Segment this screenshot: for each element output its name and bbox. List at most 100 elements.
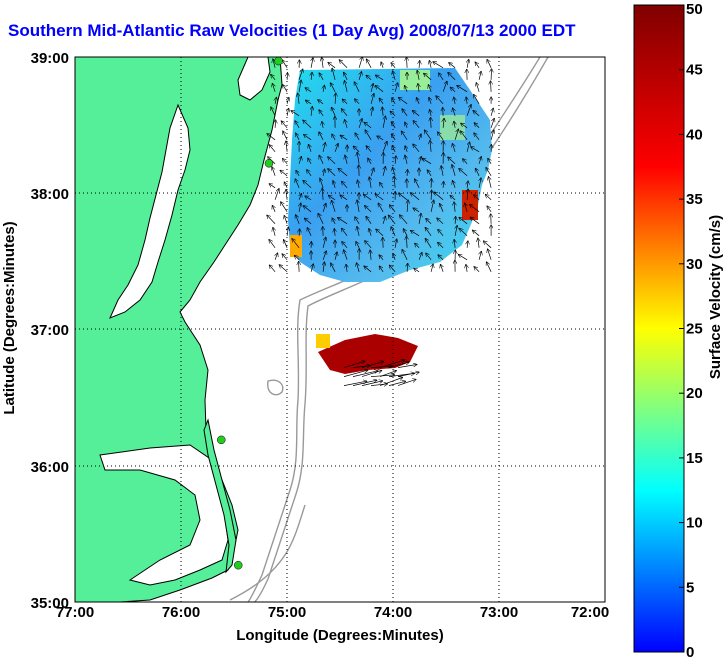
velocity-arrow <box>486 195 492 201</box>
velocity-arrow <box>376 75 384 81</box>
velocity-arrow <box>309 145 312 152</box>
station-marker <box>217 435 226 445</box>
velocity-arrow <box>466 105 471 116</box>
velocity-arrow <box>430 110 432 116</box>
velocity-arrow <box>405 155 407 164</box>
velocity-arrow <box>419 61 420 68</box>
x-tick-label: 77:00 <box>56 604 94 621</box>
velocity-arrow <box>343 381 367 386</box>
velocity-arrow <box>368 158 371 164</box>
velocity-arrow <box>426 253 432 261</box>
velocity-arrow <box>355 133 360 140</box>
velocity-arrow <box>379 378 403 386</box>
velocity-arrow <box>283 85 288 92</box>
y-tick-label: 35:00 <box>31 595 69 612</box>
velocity-arrow <box>488 249 492 260</box>
velocity-arrow <box>339 60 348 69</box>
velocity-arrow <box>414 269 420 272</box>
velocity-arrow <box>296 215 300 224</box>
velocity-vectors <box>267 57 494 386</box>
velocity-arrow <box>427 170 432 176</box>
colorbar-tick-label: 30 <box>686 256 703 273</box>
velocity-arrow <box>291 111 300 117</box>
velocity-arrow <box>438 243 444 249</box>
velocity-arrow <box>273 59 275 68</box>
velocity-arrow <box>422 158 432 165</box>
velocity-arrow <box>275 120 276 128</box>
velocity-arrow <box>295 256 300 261</box>
velocity-arrow <box>361 381 382 386</box>
y-tick-label: 36:00 <box>31 459 69 476</box>
velocity-arrow <box>284 182 287 188</box>
velocity-arrow <box>419 157 421 164</box>
velocity-arrow <box>380 183 384 188</box>
velocity-arrow <box>357 200 359 212</box>
velocity-arrow <box>332 134 335 140</box>
velocity-arrow <box>303 181 312 189</box>
velocity-arrow <box>411 193 420 201</box>
velocity-arrow <box>393 168 396 176</box>
velocity-arrow <box>407 57 408 68</box>
velocity-arrow <box>287 98 289 104</box>
velocity-arrow <box>413 208 420 213</box>
velocity-arrow <box>460 229 468 237</box>
velocity-arrow <box>474 267 480 273</box>
velocity-arrow <box>425 239 432 248</box>
velocity-arrow <box>454 240 455 248</box>
radar-stations <box>217 57 283 570</box>
velocity-arrow <box>331 83 336 92</box>
colorbar-tick-label: 25 <box>686 321 703 338</box>
velocity-arrow <box>411 231 420 237</box>
velocity-arrow <box>319 110 324 116</box>
velocity-arrow <box>461 123 468 129</box>
velocity-arrow <box>281 202 288 212</box>
velocity-arrow <box>319 156 324 164</box>
colorbar-tick-label: 5 <box>686 579 694 596</box>
velocity-arrow <box>449 63 456 69</box>
colorbar-tick-label: 0 <box>686 644 694 659</box>
y-axis-label: Latitude (Degrees:Minutes) <box>1 221 18 414</box>
velocity-arrow <box>323 169 325 176</box>
station-marker <box>264 159 274 168</box>
velocity-arrow <box>473 111 480 117</box>
velocity-arrow <box>429 61 431 68</box>
velocity-arrow <box>358 180 360 188</box>
velocity-arrow <box>299 194 301 200</box>
velocity-arrow <box>287 227 288 236</box>
velocity-arrow <box>406 236 407 248</box>
velocity-arrow <box>303 120 312 129</box>
velocity-arrow <box>378 203 384 212</box>
velocity-arrow <box>356 242 359 248</box>
colorbar-label: Surface Velocity (cm/s) <box>707 215 724 379</box>
velocity-arrow <box>298 69 303 80</box>
velocity-arrow <box>415 179 420 188</box>
velocity-arrow <box>286 190 287 200</box>
velocity-arrow <box>311 107 312 116</box>
velocity-arrow <box>491 108 493 116</box>
velocity-arrow <box>466 97 467 104</box>
velocity-arrow <box>307 170 312 177</box>
velocity-arrow <box>399 98 408 105</box>
colorbar-tick-label: 40 <box>686 126 703 143</box>
grid-lines <box>75 57 605 602</box>
x-ticks: 77:00 76:00 75:00 74:00 73:00 72:00 <box>56 604 609 621</box>
velocity-arrow <box>379 360 405 368</box>
velocity-arrow <box>383 167 385 176</box>
x-tick-label: 74:00 <box>374 604 412 621</box>
station-marker <box>274 57 283 66</box>
colorbar-tick-label: 15 <box>686 450 703 467</box>
plot-border <box>74 56 606 603</box>
velocity-arrow <box>269 184 276 189</box>
velocity-arrow <box>365 241 372 249</box>
velocity-arrow <box>355 217 360 224</box>
velocity-arrow <box>375 194 384 201</box>
velocity-arrow <box>357 152 359 164</box>
x-tick-label: 73:00 <box>480 604 518 621</box>
velocity-arrow <box>453 108 456 116</box>
velocity-arrow <box>282 60 288 68</box>
velocity-arrow <box>400 215 408 225</box>
velocity-arrow <box>365 206 372 213</box>
chart-title: Southern Mid-Atlantic Raw Velocities (1 … <box>8 21 576 40</box>
velocity-arrow <box>467 189 468 200</box>
